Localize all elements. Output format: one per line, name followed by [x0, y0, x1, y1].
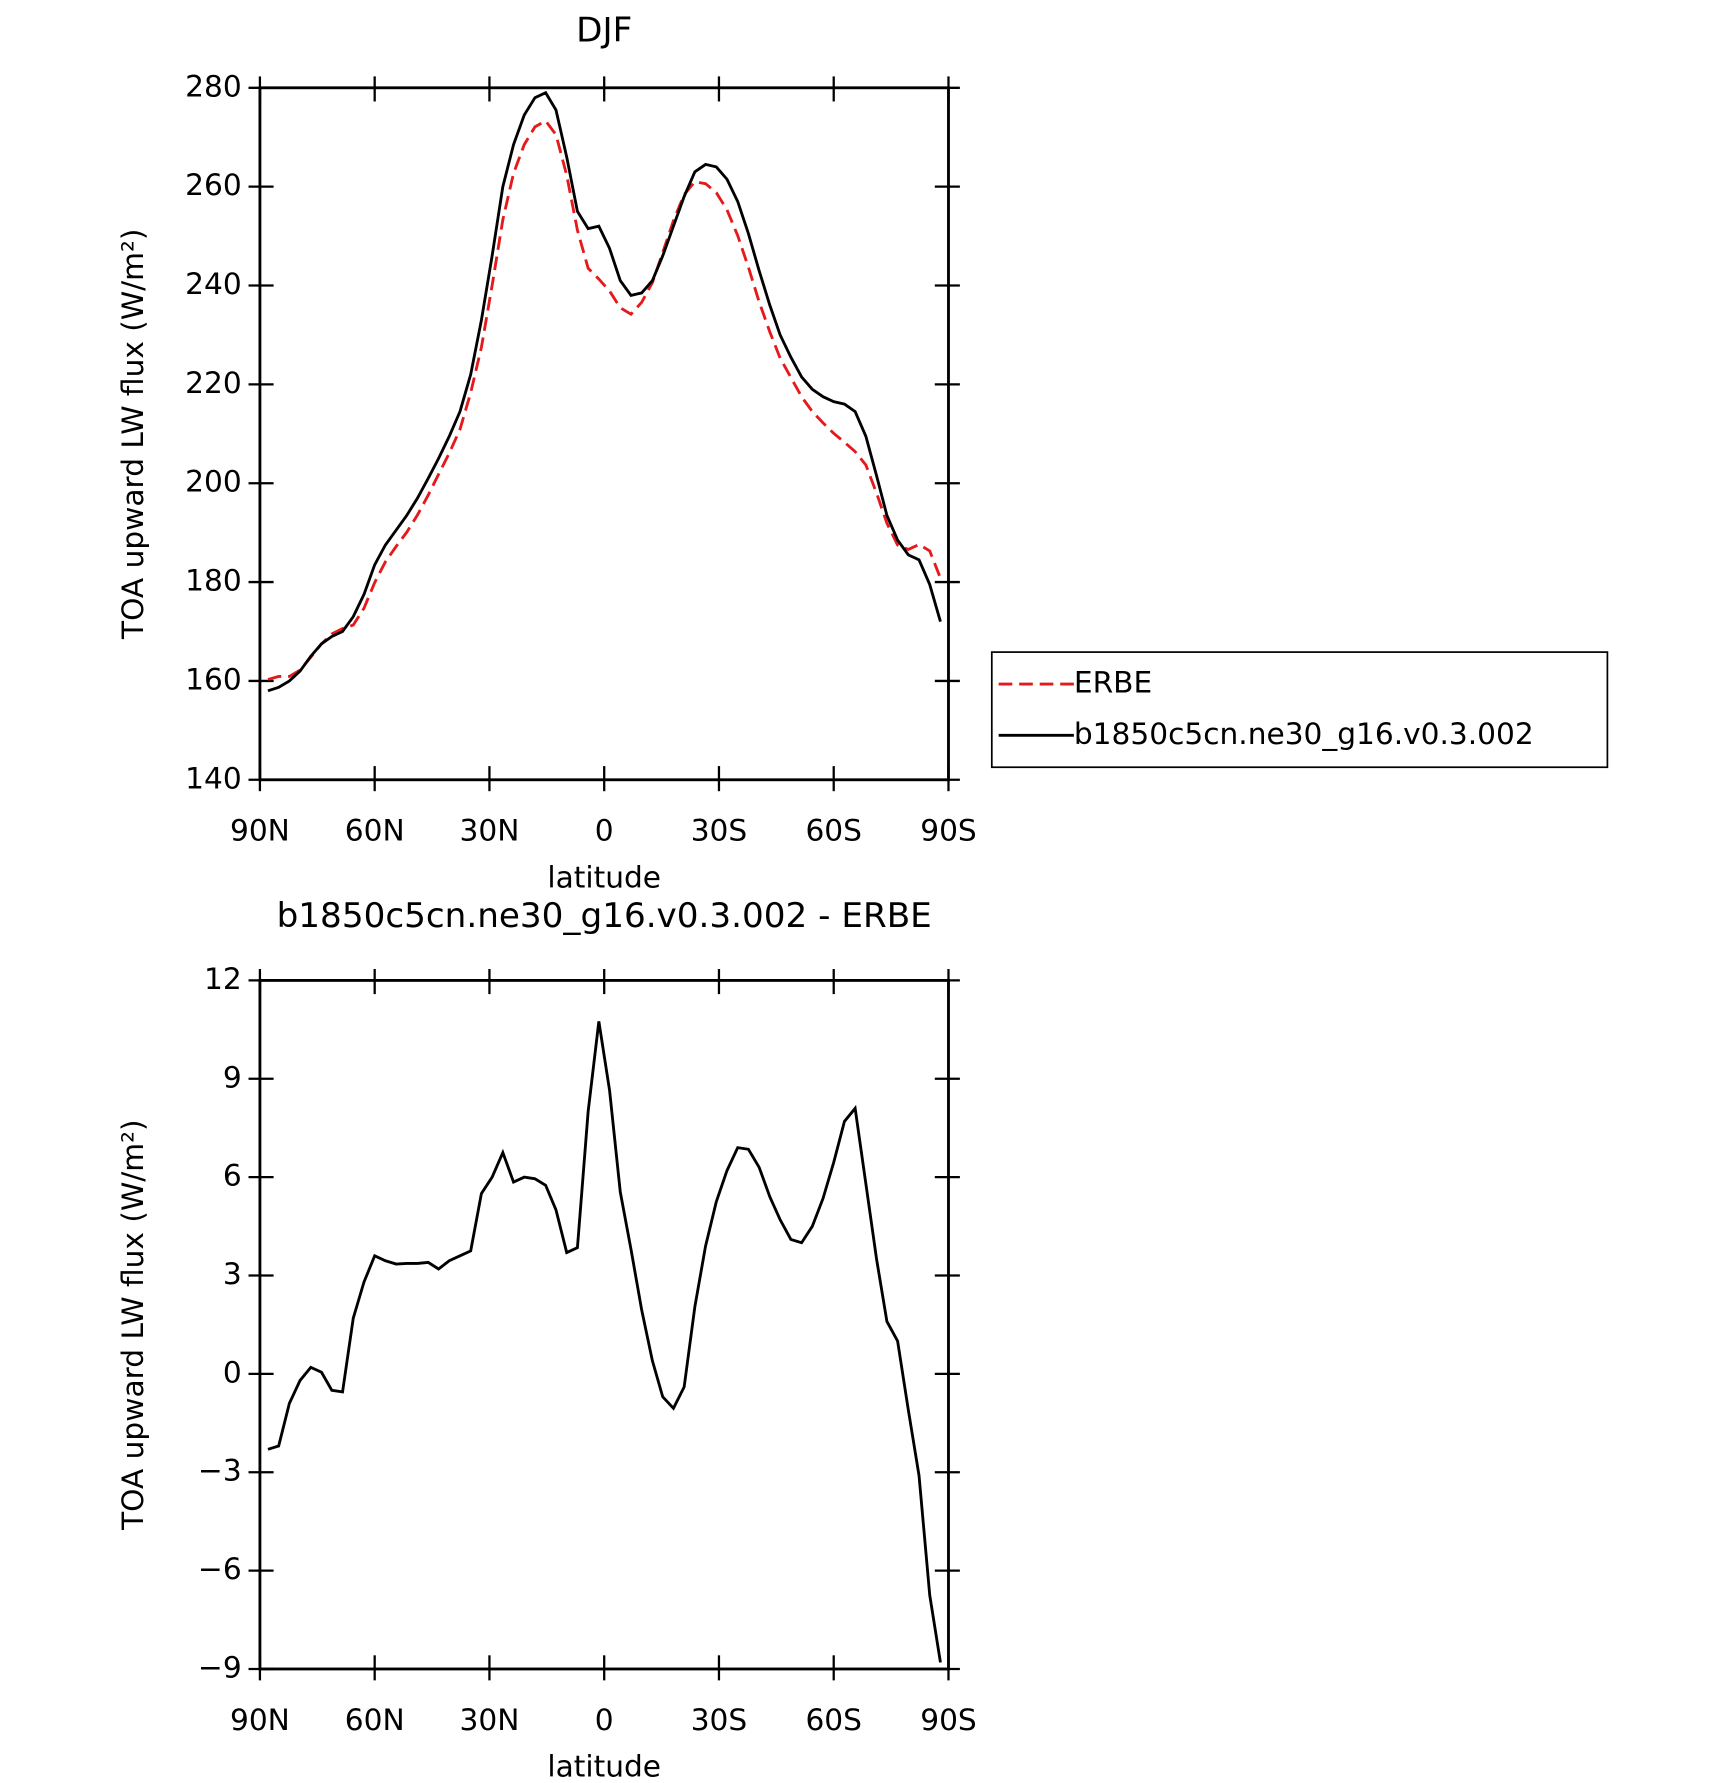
- y-tick-label: 0: [223, 1354, 242, 1389]
- data-line: [267, 1021, 942, 1663]
- x-tick-label: 30N: [460, 1702, 520, 1737]
- y-tick-label: 160: [185, 661, 242, 696]
- chart-title: b1850c5cn.ne30_g16.v0.3.002 - ERBE: [277, 896, 932, 936]
- x-axis-label: latitude: [547, 859, 661, 894]
- y-axis-label: TOA upward LW flux (W/m²): [115, 229, 150, 640]
- y-tick-label: 220: [185, 365, 242, 400]
- x-tick-label: 60S: [805, 813, 862, 848]
- x-tick-label: 90S: [920, 1702, 977, 1737]
- chart-title: DJF: [576, 10, 632, 50]
- x-tick-label: 30S: [691, 813, 748, 848]
- y-tick-label: 180: [185, 563, 242, 598]
- y-tick-label: 240: [185, 266, 242, 301]
- plot-frame: [258, 978, 950, 1671]
- data-line: [267, 119, 942, 681]
- y-tick-label: −6: [198, 1551, 242, 1586]
- legend-label: b1850c5cn.ne30_g16.v0.3.002: [1074, 716, 1534, 751]
- y-tick-label: 280: [185, 68, 242, 103]
- y-tick-label: 3: [223, 1256, 242, 1291]
- y-tick-label: 6: [223, 1158, 242, 1193]
- y-axis-label: TOA upward LW flux (W/m²): [115, 1119, 150, 1530]
- x-tick-label: 0: [595, 813, 614, 848]
- plot-frame: [258, 86, 950, 782]
- y-tick-label: 260: [185, 167, 242, 202]
- y-tick-label: 200: [185, 464, 242, 499]
- x-tick-label: 90N: [230, 1702, 290, 1737]
- x-axis-label: latitude: [547, 1749, 661, 1783]
- y-tick-label: −3: [198, 1453, 242, 1488]
- x-tick-label: 0: [595, 1702, 614, 1737]
- x-tick-label: 90S: [920, 813, 977, 848]
- x-tick-label: 30N: [460, 813, 520, 848]
- data-line: [267, 90, 942, 693]
- y-tick-label: 9: [223, 1059, 242, 1094]
- x-tick-label: 90N: [230, 813, 290, 848]
- x-tick-label: 60N: [345, 1702, 405, 1737]
- x-tick-label: 30S: [691, 1702, 748, 1737]
- y-tick-label: 12: [204, 961, 242, 996]
- x-tick-label: 60N: [345, 813, 405, 848]
- y-tick-label: 140: [185, 760, 242, 795]
- legend-label: ERBE: [1074, 665, 1152, 700]
- legend-box: [990, 651, 1609, 769]
- x-tick-label: 60S: [805, 1702, 862, 1737]
- y-tick-label: −9: [198, 1649, 242, 1684]
